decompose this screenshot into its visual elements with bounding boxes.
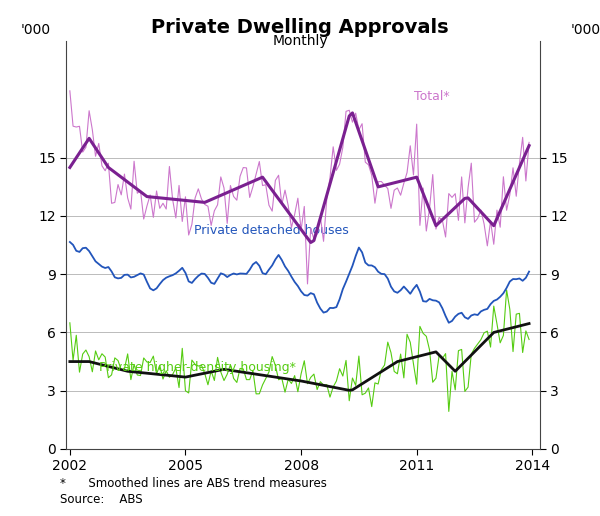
Text: '000: '000 bbox=[571, 23, 600, 37]
Text: Private detached houses: Private detached houses bbox=[194, 224, 349, 237]
Text: *      Smoothed lines are ABS trend measures: * Smoothed lines are ABS trend measures bbox=[60, 477, 327, 490]
Text: Total*: Total* bbox=[415, 90, 450, 103]
Text: Source:    ABS: Source: ABS bbox=[60, 493, 143, 506]
Text: '000: '000 bbox=[21, 23, 51, 37]
Text: Monthly: Monthly bbox=[272, 34, 328, 47]
Text: Private Dwelling Approvals: Private Dwelling Approvals bbox=[151, 18, 449, 37]
Text: Private higher-density housing*: Private higher-density housing* bbox=[99, 361, 296, 374]
